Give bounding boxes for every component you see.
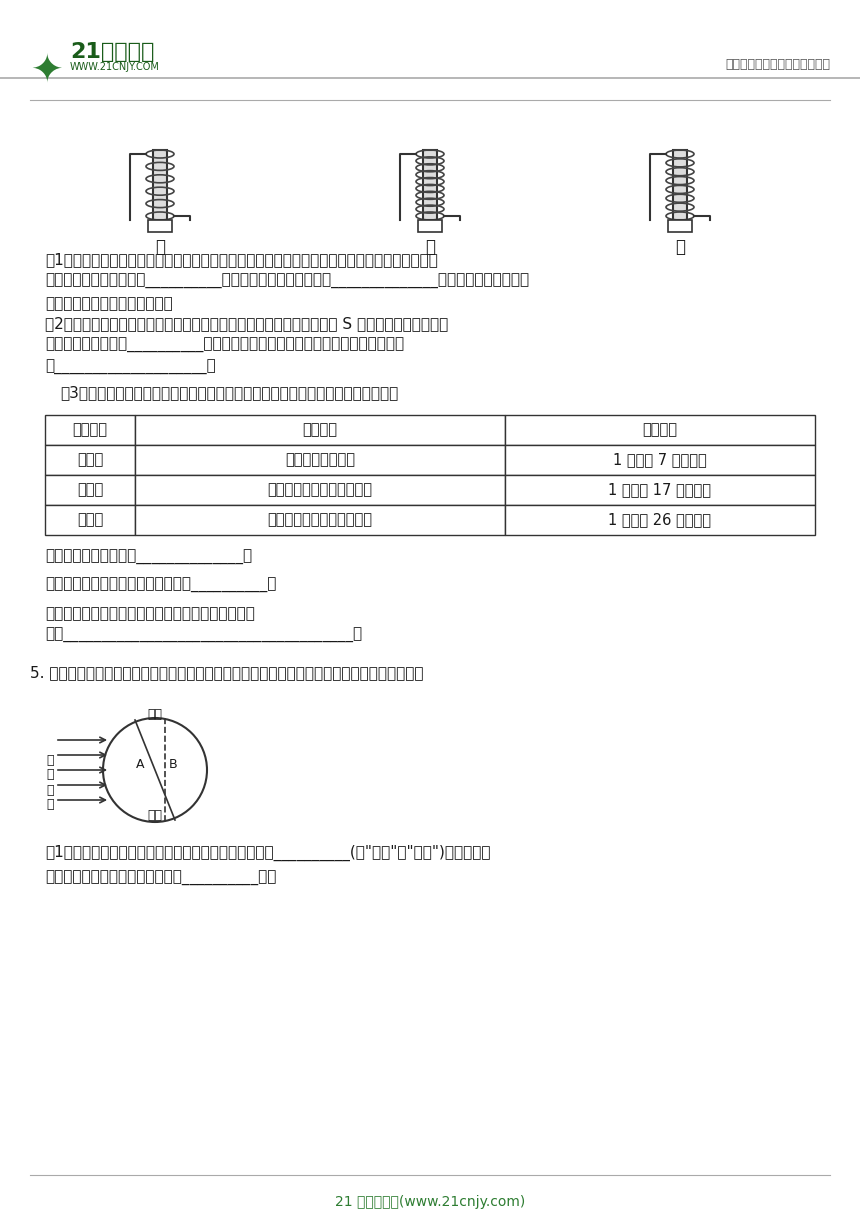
Text: 1 次吸住 17 枚大头针: 1 次吸住 17 枚大头针 [609,483,711,497]
Text: 第一次: 第一次 [77,452,103,467]
Text: 用二节新的干电池串联起来: 用二节新的干电池串联起来 [267,483,372,497]
Text: ✦: ✦ [30,52,63,90]
Text: 第二次: 第二次 [77,483,103,497]
Text: 改变因素: 改变因素 [303,422,337,438]
Text: 5. 下图是地球围绕太阳转动过程中，阳光照射地球某一时刻的示意图。请根据图回答下列问题：: 5. 下图是地球围绕太阳转动过程中，阳光照射地球某一时刻的示意图。请根据图回答下… [30,665,423,680]
Text: 是____________________。: 是____________________。 [45,360,216,375]
Bar [45,445,135,475]
Text: 南极: 南极 [148,809,163,822]
Text: 北极: 北极 [148,708,163,721]
Text: 线: 线 [46,799,53,811]
Text: 1 次吸住 26 枚大头针: 1 次吸住 26 枚大头针 [609,512,711,528]
Text: 1 次吸住 7 枚大头针: 1 次吸住 7 枚大头针 [613,452,707,467]
Text: 得越多，电磁铁的磁力就越强。: 得越多，电磁铁的磁力就越强。 [45,295,173,311]
Text: 光: 光 [46,783,53,796]
Bar [45,505,135,535]
Bar [505,415,815,445]
Text: 分析实验中记录在表格中的数据，归纳出实验的结论: 分析实验中记录在表格中的数据，归纳出实验的结论 [45,606,255,621]
Text: （3）他们在研究电磁铁磁力大小与线圈中电流强度的关系，得到下面的实验数据。: （3）他们在研究电磁铁磁力大小与线圈中电流强度的关系，得到下面的实验数据。 [60,385,398,400]
Bar [135,475,505,505]
Text: （1）当地球绕太阳运动，处在上图所示位置时，地球上__________(填"北极"或"南极")区域会发生: （1）当地球绕太阳运动，处在上图所示位置时，地球上__________(填"北极… [45,845,490,861]
Bar [505,505,815,535]
Circle shape [103,717,207,822]
Text: 用一节新的干电池: 用一节新的干电池 [285,452,355,467]
Text: （1）他们先研究电磁铁的磁力大小与缠绕在铁芯上的线圈的圈数的关系，你认为他们应选择图中: （1）他们先研究电磁铁的磁力大小与缠绕在铁芯上的线圈的圈数的关系，你认为他们应选… [45,252,438,268]
Text: 太: 太 [46,754,53,766]
Bar [135,445,505,475]
Bar [135,415,505,445]
Text: 乙: 乙 [425,238,435,257]
Bar [673,150,687,220]
Bar [423,150,437,220]
Text: 第三次: 第三次 [77,512,103,528]
Text: 装置中铁芯的上端是__________极。要改变甲图中电磁铁南北极方向最简单的方法: 装置中铁芯的上端是__________极。要改变甲图中电磁铁南北极方向最简单的方… [45,338,404,353]
Text: A: A [136,759,144,771]
Bar [45,415,135,445]
Text: 中小学教育资源及组卷应用平台: 中小学教育资源及组卷应用平台 [725,58,830,71]
Bar [505,475,815,505]
Text: 是：______________________________________。: 是：______________________________________… [45,627,362,643]
Text: 实验中改变的因素是：______________。: 实验中改变的因素是：______________。 [45,550,252,565]
Text: 不变的因素是：缠绕在铁芯上线圈的__________。: 不变的因素是：缠绕在铁芯上线圈的__________。 [45,578,276,593]
Text: 阳: 阳 [46,769,53,782]
Text: 丙: 丙 [675,238,685,257]
Text: WWW.21CNJY.COM: WWW.21CNJY.COM [70,62,160,72]
Bar [668,220,692,232]
Bar [135,505,505,535]
Bar [505,445,815,475]
Bar [45,475,135,505]
Text: B: B [169,759,177,771]
Text: 的哪两个装置进行实验？__________。此实验能得出：在线圈中______________相同时，线圈的圈数绕: 的哪两个装置进行实验？__________。此实验能得出：在线圈中_______… [45,274,529,289]
Text: 实验次数: 实验次数 [72,422,108,438]
Text: 甲: 甲 [155,238,165,257]
Text: 极夜现象。此时，我们中国正处于__________季。: 极夜现象。此时，我们中国正处于__________季。 [45,871,276,886]
Bar [148,220,172,232]
Text: 用三节新的干电池串联起来: 用三节新的干电池串联起来 [267,512,372,528]
Text: 21 世纪教育网(www.21cnjy.com): 21 世纪教育网(www.21cnjy.com) [335,1195,525,1209]
Text: （2）小明同学拿着一枚小磁针靠近甲装置铁芯下端，结果发现小磁针的 S 极被排斥，则可推测甲: （2）小明同学拿着一枚小磁针靠近甲装置铁芯下端，结果发现小磁针的 S 极被排斥，… [45,316,448,331]
Text: 测试结果: 测试结果 [642,422,678,438]
Bar [418,220,442,232]
Text: 21世纪教育: 21世纪教育 [70,43,155,62]
Bar [153,150,167,220]
